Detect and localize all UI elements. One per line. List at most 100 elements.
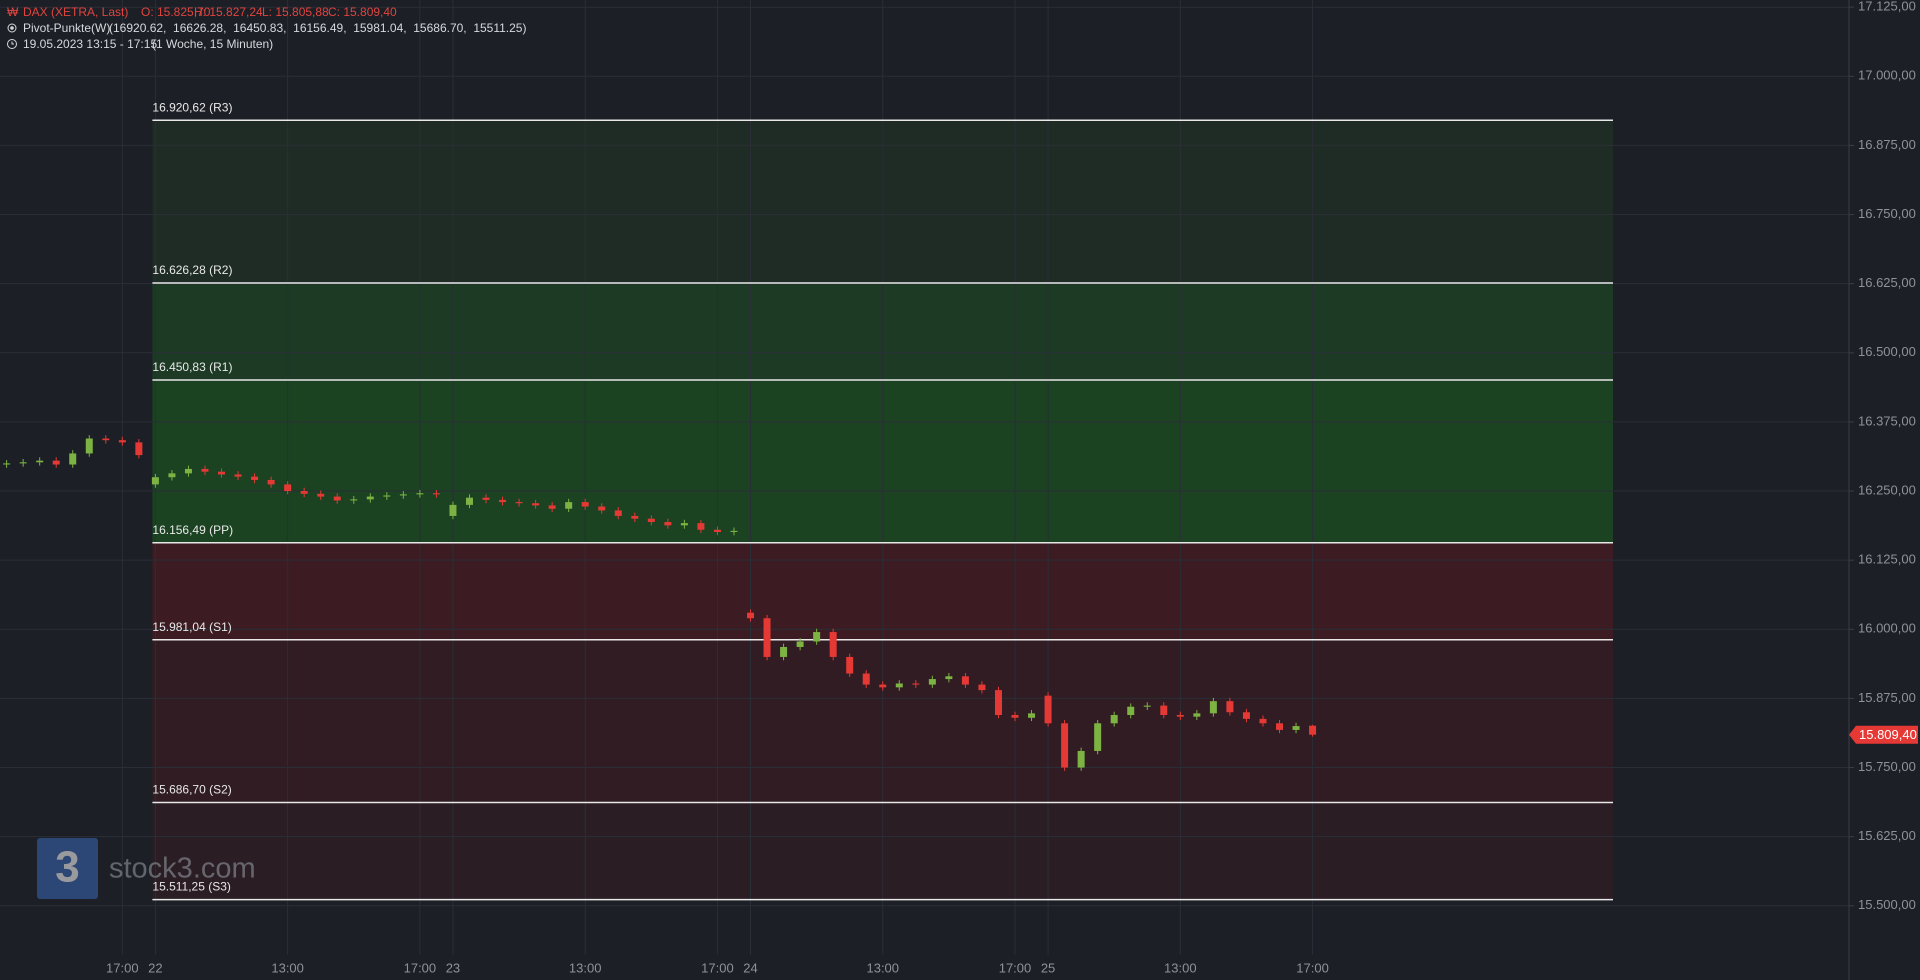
candle-body: [1061, 723, 1069, 768]
candle-body: [1209, 701, 1217, 714]
candle-body: [515, 502, 523, 504]
candle-body: [432, 493, 440, 495]
candle-body: [234, 474, 242, 477]
candle-body: [449, 504, 457, 516]
plot-area: 16.920,62 (R3) 16.626,28 (R2) 16.450,83 (R…: [0, 0, 1849, 955]
candle-body: [333, 496, 341, 501]
candle-body: [465, 497, 473, 505]
pivot-label: 16.450,83 (R1): [152, 360, 232, 374]
candle-body: [879, 684, 887, 688]
candle-body: [978, 684, 986, 691]
icon: [11, 41, 14, 45]
candle-body: [1077, 750, 1085, 768]
candle-body: [1193, 713, 1201, 717]
candle-body: [251, 476, 259, 480]
candle-body: [1242, 712, 1250, 719]
icon: [7, 23, 17, 33]
candle-body: [532, 503, 540, 506]
watermark-logo: [37, 838, 98, 899]
candle-body: [994, 690, 1002, 716]
candle-body: [1011, 715, 1019, 718]
x-tick-label: 13:00: [569, 960, 602, 975]
candle-body: [300, 491, 308, 494]
candle-body: [664, 522, 672, 526]
y-tick-label: 17.125,00: [1858, 0, 1916, 14]
y-tick-label: 16.875,00: [1858, 137, 1916, 152]
candle-body: [1292, 726, 1300, 730]
candle-body: [747, 612, 755, 619]
x-tick-label: 23: [446, 960, 460, 975]
candle-body: [614, 510, 622, 516]
y-tick-label: 15.625,00: [1858, 828, 1916, 843]
candle-body: [201, 468, 209, 472]
candle-body: [1276, 723, 1284, 730]
candle-body: [1110, 715, 1118, 724]
pivot-label: 16.920,62 (R3): [152, 100, 232, 114]
symbol: DAX (XETRA, Last): [23, 5, 128, 19]
watermark-logo-text: 3: [55, 843, 79, 892]
candle-body: [399, 494, 407, 496]
candle-body: [829, 632, 837, 657]
candle-body: [1044, 695, 1052, 724]
icon: [10, 26, 14, 30]
candle-body: [1127, 706, 1135, 716]
y-tick-label: 15.500,00: [1858, 897, 1916, 912]
y-tick-label: 16.500,00: [1858, 344, 1916, 359]
candle-body: [383, 495, 391, 497]
candle-body: [1176, 715, 1184, 717]
candle-body: [69, 453, 77, 465]
candle-body: [1309, 725, 1317, 735]
y-tick-label: 16.375,00: [1858, 413, 1916, 428]
candle-body: [499, 499, 507, 503]
candle-body: [1259, 718, 1267, 724]
candle-body: [102, 438, 110, 441]
ohlc-close: C: 15.809,40: [328, 5, 397, 19]
ohlc-high: H: 15.827,24: [194, 5, 263, 19]
x-tick-label: 22: [148, 960, 162, 975]
x-tick-label: 17:00: [404, 960, 437, 975]
watermark-text: stock3.com: [109, 853, 256, 885]
x-tick-label: 13:00: [1164, 960, 1197, 975]
header: ₩ DAX (XETRA, Last) O: 15.825,70 H: 15.8…: [7, 5, 526, 51]
candle-body: [730, 530, 738, 532]
candle-body: [284, 484, 292, 492]
y-tick-label: 17.000,00: [1858, 68, 1916, 83]
y-tick-label: 16.125,00: [1858, 552, 1916, 567]
last-price-label: 15.809,40: [1859, 727, 1917, 742]
x-tick-label: 24: [743, 960, 757, 975]
pivot-label: 15.981,04 (S1): [152, 620, 231, 634]
candle-body: [36, 460, 44, 463]
candle-body: [151, 477, 159, 485]
indicator: Pivot-Punkte(W): [23, 21, 110, 35]
candle-body: [565, 502, 573, 509]
x-tick-label: 17:00: [701, 960, 734, 975]
candle-body: [598, 506, 606, 511]
candle-body: [713, 529, 721, 532]
candle-body: [680, 523, 688, 526]
candle-body: [1143, 705, 1151, 707]
x-tick-label: 13:00: [866, 960, 899, 975]
candle-body: [647, 518, 655, 523]
candle-body: [846, 656, 854, 674]
candle-body: [631, 515, 639, 519]
ohlc-low: L: 15.805,88: [262, 5, 329, 19]
pivot-label: 15.511,25 (S3): [152, 880, 231, 894]
candle-body: [945, 676, 953, 680]
candle-body: [118, 440, 126, 443]
candle-body: [3, 463, 11, 465]
candle-body: [813, 632, 821, 642]
candle-body: [317, 493, 325, 497]
y-tick-label: 16.750,00: [1858, 206, 1916, 221]
candle-body: [482, 497, 490, 500]
y-tick-label: 16.625,00: [1858, 275, 1916, 290]
candle-body: [416, 493, 424, 495]
date-range: 19.05.2023 13:15 - 17:15: [23, 37, 157, 51]
x-tick-label: 17:00: [106, 960, 139, 975]
candle-body: [267, 479, 275, 485]
candle-body: [52, 460, 60, 465]
x-tick-label: 13:00: [271, 960, 304, 975]
candle-body: [218, 471, 226, 475]
candle-body: [1028, 713, 1036, 718]
candle-body: [1160, 705, 1168, 716]
candle-body: [895, 683, 903, 688]
